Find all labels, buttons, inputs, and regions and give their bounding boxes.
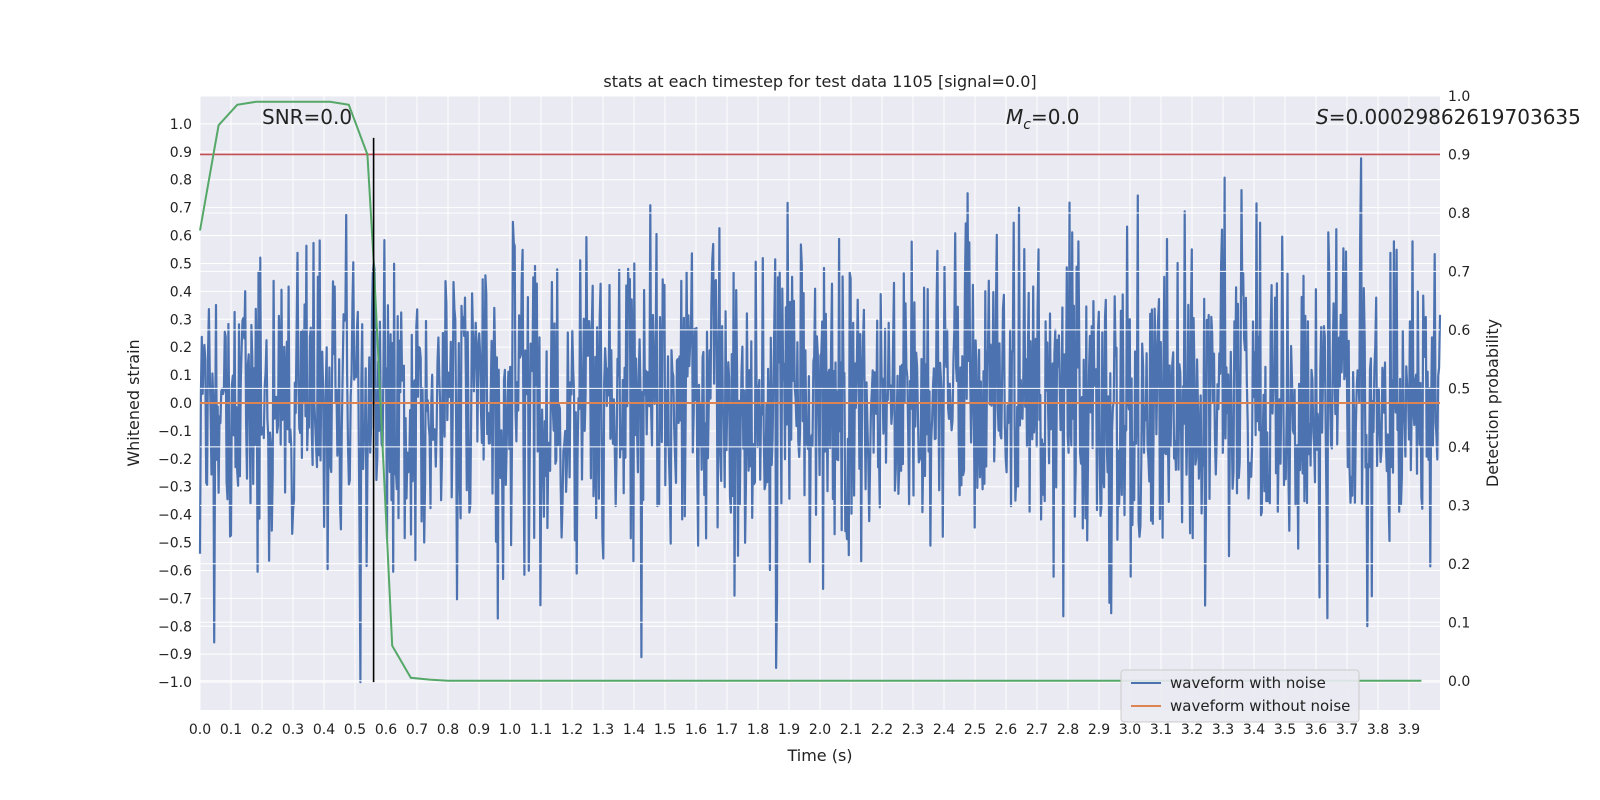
y-tick-label: 0.2 bbox=[170, 340, 192, 356]
snr-annotation: SNR=0.0 bbox=[262, 105, 352, 129]
x-tick-label: 1.8 bbox=[747, 722, 769, 738]
x-tick-label: 2.8 bbox=[1057, 722, 1079, 738]
y2-tick-label: 0.0 bbox=[1448, 674, 1470, 690]
x-tick-label: 3.3 bbox=[1212, 722, 1234, 738]
x-tick-label: 0.2 bbox=[251, 722, 273, 738]
legend-label-noise: waveform with noise bbox=[1170, 674, 1326, 692]
x-tick-label: 3.6 bbox=[1305, 722, 1327, 738]
mc-subscript: c bbox=[1023, 117, 1031, 133]
legend: waveform with noise waveform without noi… bbox=[1120, 669, 1360, 723]
y-tick-label: −0.6 bbox=[158, 563, 192, 579]
y-tick-label: 0.4 bbox=[170, 284, 192, 300]
x-tick-label: 0.5 bbox=[344, 722, 366, 738]
x-tick-label: 3.5 bbox=[1274, 722, 1296, 738]
mc-annotation: Mc=0.0 bbox=[1006, 105, 1080, 133]
x-tick-label: 1.3 bbox=[592, 722, 614, 738]
x-tick-label: 3.2 bbox=[1181, 722, 1203, 738]
x-tick-label: 3.1 bbox=[1150, 722, 1172, 738]
y-tick-label: −0.8 bbox=[158, 619, 192, 635]
x-tick-label: 2.9 bbox=[1088, 722, 1110, 738]
y2-tick-label: 0.7 bbox=[1448, 264, 1470, 280]
x-tick-label: 0.3 bbox=[282, 722, 304, 738]
s-annotation: S=0.00029862619703635 bbox=[1316, 105, 1581, 129]
y-tick-label: −0.9 bbox=[158, 647, 192, 663]
x-tick-label: 3.0 bbox=[1119, 722, 1141, 738]
y-tick-label: −0.2 bbox=[158, 452, 192, 468]
y-tick-label: 0.9 bbox=[170, 145, 192, 161]
x-tick-label: 3.7 bbox=[1336, 722, 1358, 738]
y2-tick-label: 0.5 bbox=[1448, 381, 1470, 397]
y2-tick-label: 0.1 bbox=[1448, 615, 1470, 631]
y-tick-label: −0.3 bbox=[158, 480, 192, 496]
x-tick-label: 1.4 bbox=[623, 722, 645, 738]
x-tick-label: 3.9 bbox=[1398, 722, 1420, 738]
x-tick-label: 2.4 bbox=[933, 722, 955, 738]
x-tick-label: 0.0 bbox=[189, 722, 211, 738]
y-tick-label: −0.5 bbox=[158, 536, 192, 552]
x-tick-label: 2.7 bbox=[1026, 722, 1048, 738]
x-tick-label: 1.2 bbox=[561, 722, 583, 738]
y-tick-label: −0.4 bbox=[158, 508, 192, 524]
noise-series bbox=[198, 157, 1442, 684]
detection-probability-line bbox=[199, 100, 1422, 682]
x-tick-label: 0.1 bbox=[220, 722, 242, 738]
y-tick-label: 0.0 bbox=[170, 396, 192, 412]
x-tick-label: 2.3 bbox=[902, 722, 924, 738]
y-tick-label: 1.0 bbox=[170, 117, 192, 133]
y-tick-label: 0.1 bbox=[170, 368, 192, 384]
y-tick-label: 0.6 bbox=[170, 229, 192, 245]
x-tick-label: 2.5 bbox=[964, 722, 986, 738]
x-tick-label: 1.1 bbox=[530, 722, 552, 738]
x-tick-label: 0.7 bbox=[406, 722, 428, 738]
y-tick-label: 0.8 bbox=[170, 173, 192, 189]
x-tick-label: 1.0 bbox=[499, 722, 521, 738]
y-axis-label: Whitened strain bbox=[124, 339, 143, 466]
x-tick-label: 1.5 bbox=[654, 722, 676, 738]
chart-title: stats at each timestep for test data 110… bbox=[603, 72, 1036, 91]
x-tick-label: 3.8 bbox=[1367, 722, 1389, 738]
y2-tick-label: 0.3 bbox=[1448, 498, 1470, 514]
x-tick-label: 2.2 bbox=[871, 722, 893, 738]
y2-tick-label: 0.4 bbox=[1448, 440, 1470, 456]
x-tick-label: 2.1 bbox=[840, 722, 862, 738]
x-tick-label: 0.4 bbox=[313, 722, 335, 738]
x-tick-label: 1.7 bbox=[716, 722, 738, 738]
x-tick-label: 0.8 bbox=[437, 722, 459, 738]
y2-tick-label: 1.0 bbox=[1448, 89, 1470, 105]
y2-axis-label: Detection probability bbox=[1483, 319, 1502, 487]
mc-symbol: M bbox=[1006, 105, 1023, 129]
x-axis-label: Time (s) bbox=[786, 746, 852, 765]
y-tick-label: 0.3 bbox=[170, 312, 192, 328]
legend-box bbox=[1120, 669, 1360, 723]
x-tick-label: 0.6 bbox=[375, 722, 397, 738]
x-tick-label: 1.6 bbox=[685, 722, 707, 738]
x-tick-label: 2.0 bbox=[809, 722, 831, 738]
s-symbol: S bbox=[1316, 105, 1329, 129]
ticks: 0.0 0.1 0.2 0.3 0.4 0.5 0.6 0.7 0.8 0.9 1.0 1.1 1.2 1… bbox=[158, 89, 1470, 738]
x-tick-label: 2.6 bbox=[995, 722, 1017, 738]
x-tick-label: 1.9 bbox=[778, 722, 800, 738]
y-tick-label: 0.7 bbox=[170, 201, 192, 217]
x-tick-label: 3.4 bbox=[1243, 722, 1265, 738]
mc-value: =0.0 bbox=[1031, 105, 1080, 129]
s-value: =0.00029862619703635 bbox=[1329, 105, 1581, 129]
y-tick-label: −0.1 bbox=[158, 424, 192, 440]
x-tick-label: 0.9 bbox=[468, 722, 490, 738]
legend-label-clean: waveform without noise bbox=[1170, 697, 1350, 715]
y2-tick-label: 0.9 bbox=[1448, 147, 1470, 163]
y2-tick-label: 0.8 bbox=[1448, 206, 1470, 222]
y2-tick-label: 0.2 bbox=[1448, 557, 1470, 573]
y-tick-label: −1.0 bbox=[158, 675, 192, 691]
y-tick-label: 0.5 bbox=[170, 256, 192, 272]
waveform-with-noise-line bbox=[198, 157, 1442, 684]
y2-tick-label: 0.6 bbox=[1448, 323, 1470, 339]
y-tick-label: −0.7 bbox=[158, 591, 192, 607]
